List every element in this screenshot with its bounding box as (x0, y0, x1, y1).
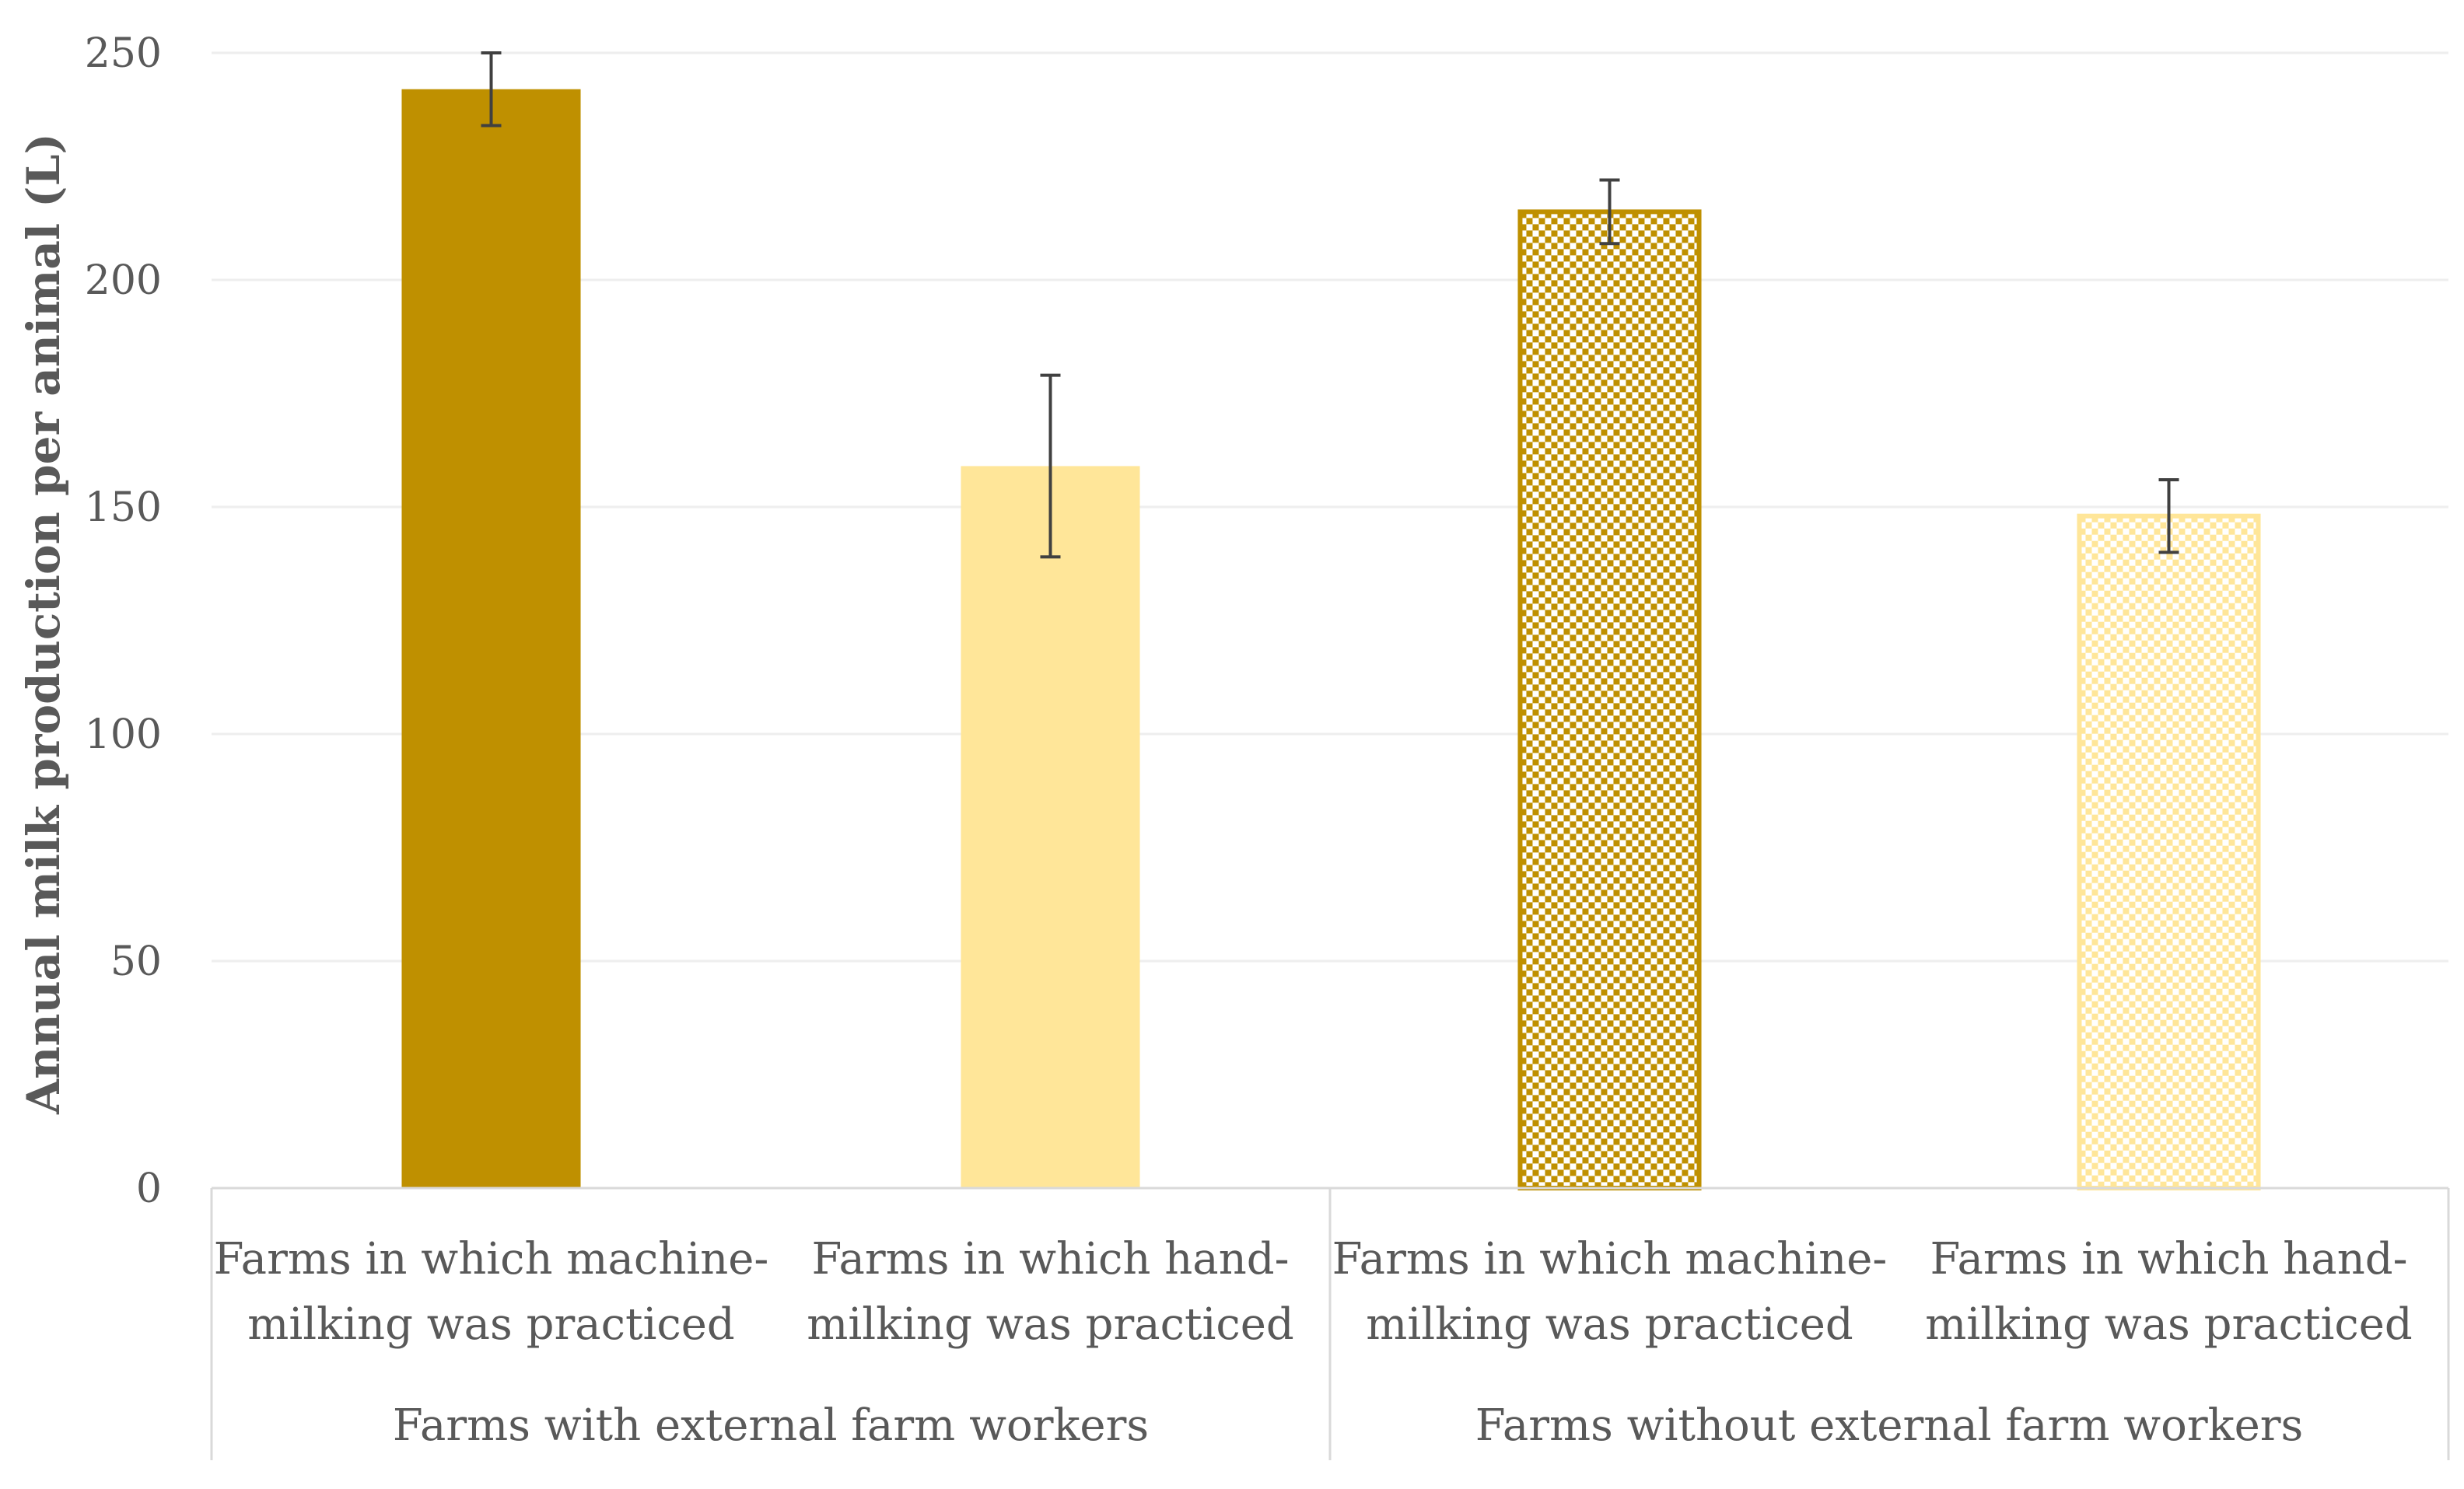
y-tick-label: 200 (85, 257, 162, 304)
y-tick-label: 50 (110, 938, 162, 985)
x-category-label: milking was practiced (247, 1299, 734, 1350)
gridlines (212, 51, 2448, 963)
y-tick-label: 100 (85, 711, 162, 758)
axes (210, 1187, 2450, 1460)
bar-2-2 (2077, 513, 2261, 1190)
x-category-label: Farms in which hand- (1930, 1234, 2407, 1285)
y-tick-label: 150 (85, 484, 162, 531)
y-tick-label: 0 (136, 1166, 162, 1212)
x-group-label: Farms with external farm workers (393, 1400, 1149, 1451)
x-category-label: Farms in which machine- (214, 1234, 769, 1285)
bars (401, 89, 2261, 1190)
x-category-label: milking was practiced (807, 1299, 1293, 1350)
bar-2-1 (1517, 209, 1702, 1190)
x-category-label: Farms in which machine- (1332, 1234, 1888, 1285)
bar-1-2 (961, 466, 1140, 1188)
error-bars (481, 51, 2179, 559)
x-group-label: Farms without external farm workers (1475, 1400, 2303, 1451)
x-category-label: milking was practiced (1366, 1299, 1853, 1350)
y-tick-label: 250 (85, 30, 162, 77)
bar-1-1 (401, 89, 581, 1189)
x-category-label: Farms in which hand- (811, 1234, 1289, 1285)
x-category-label: milking was practiced (1925, 1299, 2412, 1350)
labels: Annual milk production per animal (L) 0 5… (17, 30, 2413, 1451)
y-axis-label: Annual milk production per animal (L) (17, 133, 70, 1115)
